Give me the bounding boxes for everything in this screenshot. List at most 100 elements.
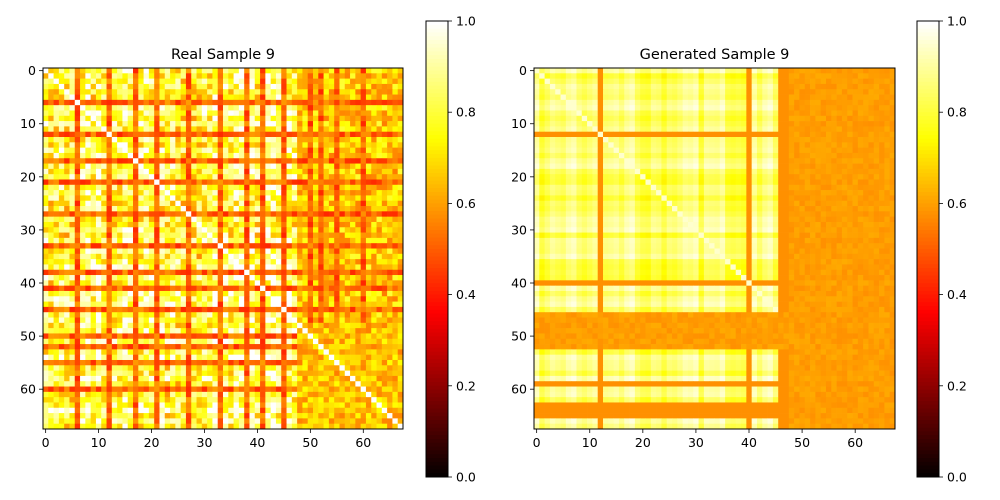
heatmap-cell (392, 386, 399, 393)
heatmap-cell (291, 142, 298, 148)
heatmap-cell (95, 163, 102, 170)
heatmap-cell (111, 152, 118, 159)
heatmap-cell (275, 243, 282, 249)
heatmap-cell (693, 78, 699, 85)
heatmap-cell (133, 184, 139, 191)
heatmap-cell (95, 365, 102, 371)
heatmap-cell (53, 280, 60, 287)
heatmap-cell (58, 259, 65, 265)
heatmap-cell (207, 386, 213, 393)
heatmap-cell (207, 259, 213, 265)
heatmap-cell (127, 211, 134, 217)
colorbar-band (426, 454, 448, 459)
heatmap-cell (381, 105, 388, 111)
heatmap-cell (164, 322, 171, 329)
heatmap-cell (371, 83, 377, 90)
heatmap-cell (281, 301, 287, 308)
heatmap-cell (185, 211, 192, 217)
heatmap-cell (74, 184, 81, 191)
heatmap-cell (365, 407, 372, 414)
heatmap-cell (101, 137, 107, 143)
heatmap-cell (111, 83, 118, 90)
heatmap-cell (122, 264, 129, 271)
heatmap-cell (95, 344, 102, 350)
heatmap-cell (95, 68, 102, 74)
heatmap-cell (397, 312, 404, 318)
heatmap-cell (387, 110, 393, 117)
heatmap-cell (852, 78, 859, 85)
heatmap-cell (302, 391, 309, 398)
heatmap-cell (233, 306, 240, 313)
heatmap-cell (879, 68, 885, 74)
heatmap-cell (286, 237, 293, 244)
heatmap-cell (159, 200, 166, 207)
heatmap-cell (286, 152, 293, 159)
heatmap-cell (122, 248, 129, 255)
heatmap-cell (185, 152, 192, 159)
heatmap-cell (207, 200, 213, 207)
heatmap-cell (148, 259, 155, 265)
heatmap-cell (328, 243, 335, 249)
heatmap-cell (291, 349, 298, 356)
heatmap-cell (825, 68, 832, 74)
heatmap-cell (122, 195, 129, 202)
heatmap-cell (339, 397, 346, 403)
heatmap-cell (69, 137, 76, 143)
heatmap-cell (339, 216, 346, 223)
heatmap-cell (328, 227, 335, 233)
heatmap-cell (260, 137, 266, 143)
heatmap-cell (154, 418, 160, 425)
heatmap-cell (397, 168, 404, 175)
heatmap-cell (90, 131, 97, 138)
heatmap-cell (80, 216, 86, 223)
heatmap-cell (64, 322, 70, 329)
heatmap-cell (175, 397, 181, 403)
heatmap-cell (355, 121, 361, 127)
heatmap-cell (138, 200, 144, 207)
heatmap-cell (244, 253, 250, 260)
heatmap-cell (111, 365, 118, 371)
heatmap-cell (180, 359, 187, 366)
heatmap-cell (334, 285, 340, 292)
heatmap-cell (328, 354, 335, 361)
heatmap-cell (233, 184, 240, 191)
heatmap-cell (58, 99, 65, 106)
heatmap-cell (191, 232, 197, 239)
heatmap-cell (286, 381, 293, 387)
heatmap-cell (80, 290, 86, 297)
heatmap-cell (90, 121, 97, 127)
heatmap-cell (344, 158, 351, 164)
heatmap-cell (43, 397, 49, 403)
heatmap-cell (106, 418, 113, 425)
colorbar-band (426, 260, 448, 265)
heatmap-cell (74, 147, 81, 154)
heatmap-cell (185, 423, 192, 430)
heatmap-cell (302, 253, 309, 260)
heatmap-cell (133, 397, 139, 403)
heatmap-cell (58, 115, 65, 122)
heatmap-cell (260, 296, 266, 302)
heatmap-cell (376, 391, 383, 398)
heatmap-cell (233, 200, 240, 207)
heatmap-cell (191, 94, 197, 101)
heatmap-cell (85, 115, 91, 122)
heatmap-cell (328, 301, 335, 308)
heatmap-cell (244, 280, 250, 287)
heatmap-cell (249, 328, 256, 334)
heatmap-cell (350, 290, 356, 297)
heatmap-cell (180, 152, 187, 159)
heatmap-cell (85, 280, 91, 287)
heatmap-cell (365, 349, 372, 356)
heatmap-cell (180, 317, 187, 324)
heatmap-cell (291, 259, 298, 265)
heatmap-cell (254, 344, 261, 350)
heatmap-cell (164, 381, 171, 387)
heatmap-cell (799, 78, 806, 85)
heatmap-cell (53, 227, 60, 233)
heatmap-cell (677, 73, 683, 79)
heatmap-cell (238, 227, 245, 233)
heatmap-cell (318, 338, 324, 345)
heatmap-cell (127, 163, 134, 170)
heatmap-cell (350, 152, 356, 159)
heatmap-cell (365, 359, 372, 366)
